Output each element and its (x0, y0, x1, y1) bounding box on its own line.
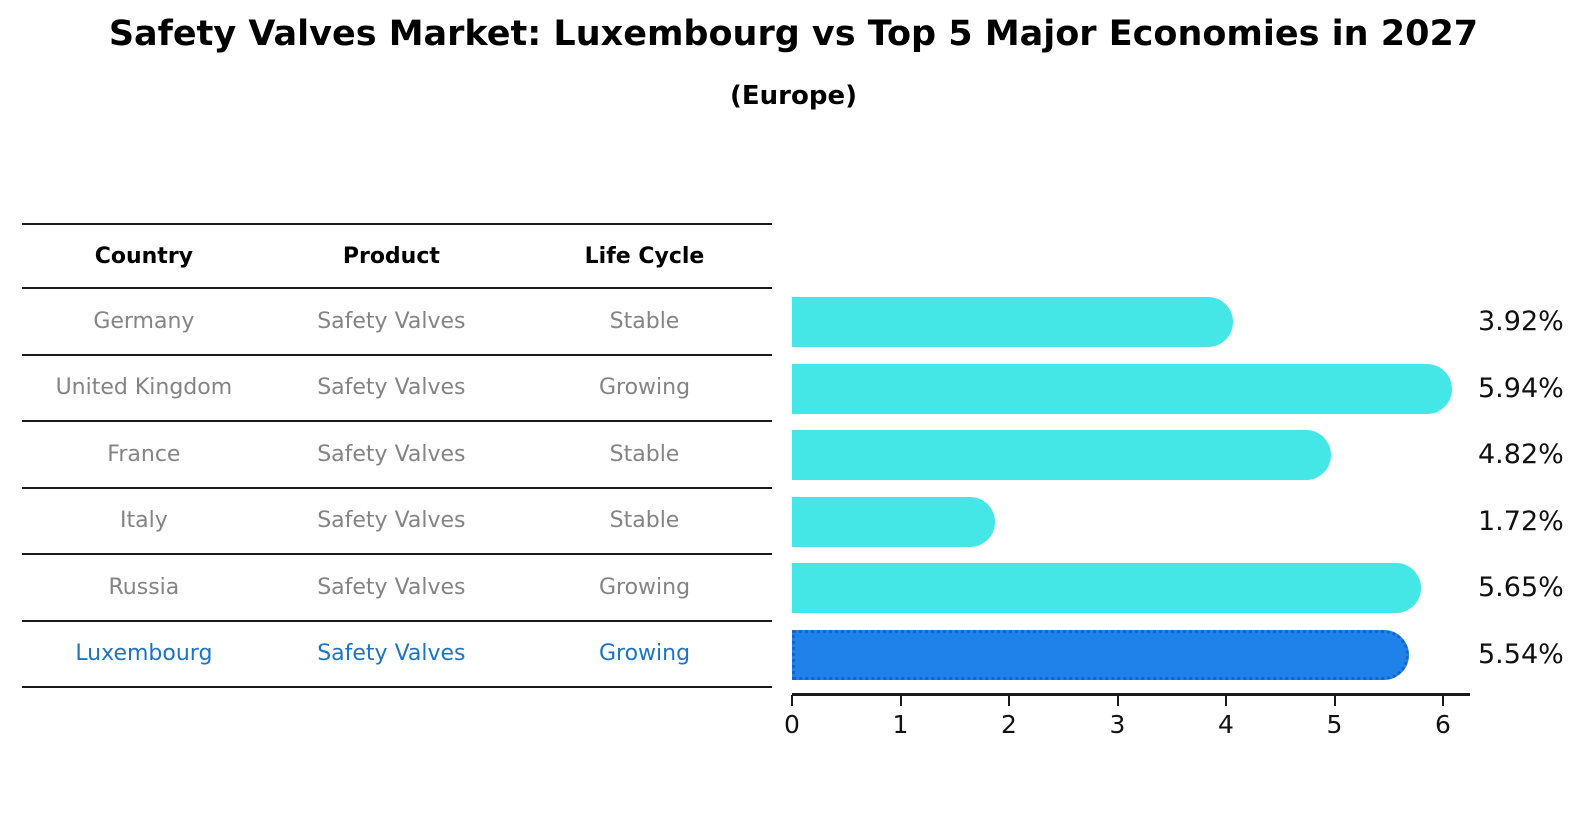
cell-life-cycle: Stable (609, 308, 680, 334)
bar-plot: 3.92% 5.94% 4.82% 1.72% 5.65% 5.54% 0 (784, 289, 1587, 759)
bar-united-kingdom (792, 363, 1453, 414)
cell-country: United Kingdom (55, 375, 233, 401)
cell-life-cycle: Stable (609, 441, 680, 467)
bar-row: 1.72% (792, 489, 1587, 556)
cell-life-cycle: Growing (598, 641, 691, 667)
tick-label: 0 (784, 710, 800, 739)
cell-product: Safety Valves (317, 508, 466, 534)
cell-product: Safety Valves (317, 375, 466, 401)
cell-country: France (107, 441, 181, 467)
bar-value-label: 3.92% (1478, 306, 1564, 337)
bar-italy (792, 496, 995, 547)
table-row-italy: Italy Safety Valves Stable (22, 489, 772, 555)
cell-country: Luxembourg (75, 641, 213, 667)
tick-label: 3 (1109, 710, 1126, 739)
x-axis-line (792, 693, 1470, 696)
cell-country: Italy (120, 508, 168, 534)
bar-france (792, 430, 1331, 480)
bar-value-label: 5.94% (1478, 372, 1564, 404)
tick-mark (1442, 695, 1444, 706)
header-country: Country (94, 243, 194, 269)
cell-life-cycle: Growing (598, 574, 691, 600)
bar-luxembourg (792, 629, 1410, 680)
tick-label: 4 (1218, 710, 1234, 739)
country-table: Country Product Life Cycle Germany Safet… (22, 223, 772, 688)
tick-label: 5 (1326, 710, 1343, 739)
cell-product: Safety Valves (317, 308, 466, 334)
chart-title: Safety Valves Market: Luxembourg vs Top … (108, 14, 1479, 54)
bar-value-label: 5.65% (1478, 572, 1564, 603)
cell-country: Russia (108, 574, 180, 600)
cell-life-cycle: Stable (609, 508, 680, 534)
cell-product: Safety Valves (317, 641, 466, 667)
tick-label: 1 (892, 710, 909, 739)
tick-label: 2 (1001, 710, 1017, 739)
bar-row: 5.94% (792, 356, 1587, 423)
cell-product: Safety Valves (317, 574, 466, 600)
bar-germany (792, 297, 1234, 347)
table-row-france: France Safety Valves Stable (22, 422, 772, 489)
bar-row: 5.54% (792, 622, 1587, 689)
bar-row: 4.82% (792, 422, 1587, 489)
tick-mark (1008, 695, 1010, 706)
table-row-luxembourg: Luxembourg Safety Valves Growing (22, 622, 772, 688)
cell-country: Germany (93, 308, 195, 334)
tick-mark (1225, 695, 1227, 706)
chart-subtitle: (Europe) (730, 81, 857, 111)
bar-row: 5.65% (792, 555, 1587, 622)
bar-russia (792, 563, 1422, 613)
bar-value-label: 4.82% (1478, 439, 1564, 470)
header-life-cycle: Life Cycle (584, 243, 705, 269)
bar-row: 3.92% (792, 289, 1587, 356)
cell-life-cycle: Growing (598, 375, 691, 401)
tick-mark (899, 695, 902, 706)
table-row-russia: Russia Safety Valves Growing (22, 555, 772, 622)
bar-value-label: 1.72% (1478, 505, 1564, 537)
header-product: Product (342, 243, 440, 269)
table-header-row: Country Product Life Cycle (22, 223, 772, 289)
bar-value-label: 5.54% (1478, 638, 1564, 670)
tick-mark (791, 695, 793, 706)
table-row-germany: Germany Safety Valves Stable (22, 289, 772, 356)
tick-mark (1333, 695, 1336, 706)
table-row-united-kingdom: United Kingdom Safety Valves Growing (22, 356, 772, 422)
tick-label: 6 (1435, 710, 1451, 739)
cell-product: Safety Valves (317, 441, 466, 467)
tick-mark (1116, 695, 1119, 706)
